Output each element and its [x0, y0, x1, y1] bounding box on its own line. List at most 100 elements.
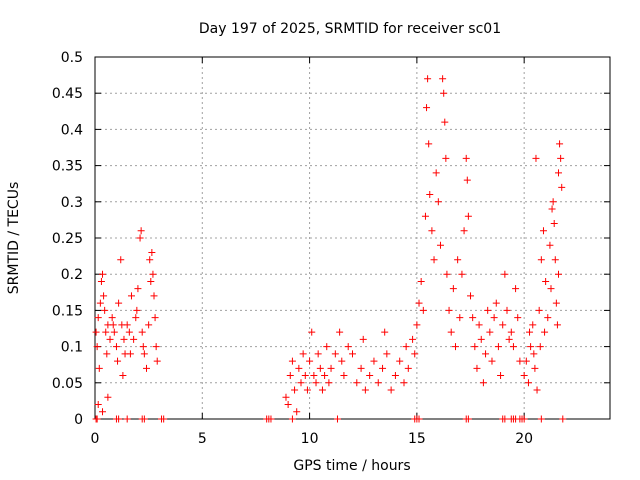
data-point — [526, 328, 534, 336]
data-point — [295, 364, 303, 372]
data-point — [443, 270, 451, 278]
data-point — [93, 343, 101, 351]
data-point — [555, 169, 562, 177]
data-point — [415, 415, 423, 423]
data-point — [114, 357, 122, 365]
x-tick-label: 10 — [301, 431, 319, 447]
data-point — [417, 277, 425, 285]
data-point — [550, 220, 558, 228]
data-point — [454, 256, 462, 264]
data-point — [140, 415, 148, 423]
data-point — [286, 372, 294, 380]
data-point — [333, 415, 341, 423]
data-point — [120, 335, 128, 343]
data-point — [344, 343, 352, 351]
data-point — [552, 299, 560, 307]
data-point — [471, 343, 479, 351]
data-point — [522, 357, 530, 365]
data-point — [318, 386, 326, 394]
data-point — [402, 343, 410, 351]
data-point — [150, 292, 158, 300]
data-point — [112, 343, 120, 351]
data-point — [94, 314, 102, 322]
data-point — [93, 415, 101, 423]
x-tick-labels: 0 5 10 15 20 — [91, 431, 534, 447]
data-point — [432, 169, 440, 177]
data-point — [544, 314, 552, 322]
data-point — [434, 198, 442, 206]
data-point — [140, 350, 148, 358]
data-point — [338, 357, 346, 365]
data-point — [160, 415, 168, 423]
data-point — [267, 415, 275, 423]
data-point — [490, 314, 498, 322]
data-point — [452, 343, 459, 351]
data-point — [445, 306, 453, 314]
data-point — [557, 154, 565, 162]
data-point — [137, 227, 145, 235]
data-point — [301, 372, 309, 380]
data-point — [533, 386, 541, 394]
data-point — [482, 350, 490, 358]
data-point — [509, 343, 517, 351]
data-point — [102, 328, 110, 336]
data-point — [520, 415, 528, 423]
data-point — [115, 415, 123, 423]
data-point — [291, 386, 299, 394]
data-point — [396, 357, 404, 365]
data-point — [484, 306, 492, 314]
data-point — [516, 357, 524, 365]
data-point — [288, 357, 296, 365]
data-point — [130, 335, 138, 343]
data-point — [323, 343, 331, 351]
y-tick-label: 0.5 — [61, 50, 83, 66]
data-point — [548, 205, 556, 213]
y-tick-labels: 0 0.05 0.1 0.15 0.2 0.25 0.3 0.35 0.4 0.45 0.5 — [52, 50, 83, 428]
data-point — [387, 386, 395, 394]
data-point — [100, 292, 108, 300]
data-point — [336, 328, 344, 336]
data-point — [321, 372, 329, 380]
data-point — [359, 335, 367, 343]
data-point — [310, 372, 318, 380]
y-tick-label: 0 — [74, 412, 83, 428]
data-points — [92, 75, 567, 423]
x-tick-label: 5 — [198, 431, 207, 447]
x-tick-label: 20 — [515, 431, 533, 447]
data-point — [488, 357, 496, 365]
data-point — [442, 154, 450, 162]
x-axis-label: GPS time / hours — [293, 458, 410, 474]
data-point — [125, 328, 133, 336]
data-point — [439, 75, 447, 83]
grid-lines — [95, 57, 610, 419]
data-point — [108, 314, 116, 322]
data-point — [152, 343, 160, 351]
data-point — [559, 415, 567, 423]
data-point — [423, 104, 431, 112]
data-point — [349, 350, 356, 358]
data-point — [494, 343, 502, 351]
data-point — [524, 379, 532, 387]
y-tick-label: 0.35 — [52, 159, 83, 175]
data-point — [306, 357, 314, 365]
data-point — [426, 191, 434, 199]
data-point — [428, 227, 436, 235]
data-point — [475, 321, 483, 329]
data-point — [430, 256, 438, 264]
data-point — [467, 292, 475, 300]
data-point — [143, 364, 150, 372]
data-point — [312, 379, 320, 387]
data-point — [94, 401, 102, 409]
data-point — [537, 256, 545, 264]
data-point — [549, 198, 557, 206]
data-point — [425, 140, 433, 148]
data-point — [514, 314, 522, 322]
data-point — [464, 212, 472, 220]
data-point — [147, 277, 155, 285]
data-point — [103, 350, 111, 358]
data-point — [115, 299, 123, 307]
data-point — [486, 328, 494, 336]
data-point — [462, 154, 470, 162]
data-point — [413, 321, 421, 329]
